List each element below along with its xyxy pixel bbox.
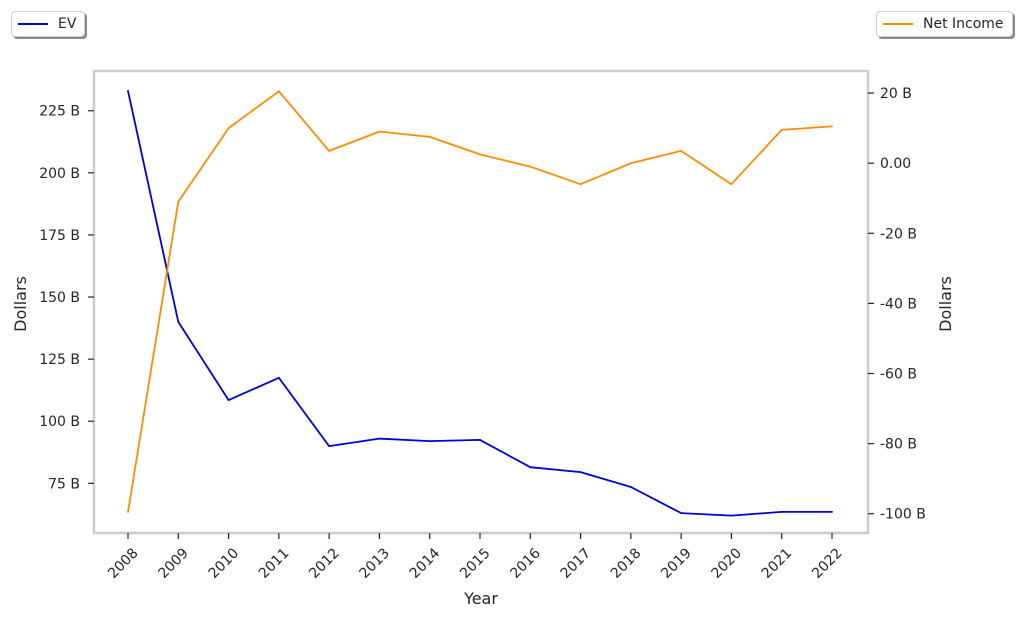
legend-net-income-label: Net Income	[923, 16, 1004, 32]
left-tick-label: 75 B	[48, 476, 80, 492]
data-point-ev	[227, 399, 230, 402]
x-tick-label: 2021	[759, 545, 796, 582]
left-tick-label: 200 B	[39, 166, 80, 182]
x-tick-label: 2014	[407, 545, 444, 582]
right-y-axis-label: Dollars	[936, 276, 955, 332]
data-point-ev	[378, 437, 381, 440]
left-tick-label: 125 B	[39, 352, 80, 368]
x-tick-label: 2022	[809, 545, 846, 582]
data-point-net-income	[579, 183, 582, 186]
left-tick-label: 150 B	[39, 290, 80, 306]
x-axis-label: Year	[463, 589, 498, 608]
data-point-net-income	[629, 162, 632, 165]
data-point-ev	[127, 89, 129, 92]
x-tick-label: 2008	[105, 545, 142, 582]
left-y-axis-label: Dollars	[11, 276, 30, 332]
data-point-ev	[780, 510, 783, 513]
right-tick-label: -60 B	[880, 367, 917, 383]
right-tick-label: 20 B	[880, 86, 912, 102]
data-point-ev	[579, 471, 582, 474]
data-point-ev	[428, 440, 431, 442]
data-point-net-income	[378, 130, 381, 133]
data-point-net-income	[680, 150, 683, 152]
data-point-net-income	[730, 183, 733, 186]
x-tick-label: 2016	[507, 545, 544, 582]
data-point-net-income	[127, 511, 129, 513]
right-tick-label: 0.00	[880, 156, 911, 172]
data-point-net-income	[177, 200, 180, 203]
data-point-ev	[680, 512, 683, 515]
data-point-ev	[177, 320, 180, 323]
x-tick-label: 2018	[608, 545, 645, 582]
legend-net-income-swatch	[883, 23, 913, 25]
data-point-net-income	[277, 90, 280, 93]
x-tick-label: 2010	[206, 545, 243, 582]
data-point-ev	[831, 510, 833, 513]
left-y-axis: 75 B 100 B 125 B 150 B 175 B 200 B 225 B	[39, 104, 94, 492]
data-point-ev	[629, 486, 632, 488]
legend-ev-swatch	[18, 23, 48, 25]
right-tick-label: -80 B	[880, 437, 917, 453]
data-point-net-income	[780, 128, 783, 131]
data-point-ev	[529, 466, 532, 469]
data-point-ev	[277, 376, 280, 379]
x-tick-label: 2020	[709, 545, 746, 582]
left-tick-label: 225 B	[39, 104, 80, 120]
x-axis: 2008 2009 2010 2011 2012 2013 2014 2015 2016 2017…	[105, 533, 846, 582]
x-tick-label: 2015	[457, 545, 494, 582]
plot-frame	[92, 69, 870, 535]
data-point-ev	[328, 445, 331, 447]
data-point-net-income	[479, 153, 481, 156]
legend-ev-label: EV	[58, 16, 77, 32]
left-tick-label: 100 B	[39, 414, 80, 430]
data-point-net-income	[328, 150, 331, 152]
data-point-net-income	[428, 135, 431, 138]
right-tick-label: -40 B	[880, 296, 917, 312]
data-point-net-income	[529, 165, 532, 168]
x-tick-label: 2009	[155, 545, 192, 582]
x-tick-label: 2011	[256, 545, 293, 582]
data-point-ev	[479, 438, 481, 441]
data-point-net-income	[227, 127, 230, 130]
left-tick-label: 175 B	[39, 228, 80, 244]
right-tick-label: -100 B	[880, 507, 926, 523]
legend-net-income: Net Income	[876, 11, 1013, 37]
x-tick-label: 2012	[306, 545, 343, 582]
legend-ev: EV	[11, 11, 86, 37]
data-point-net-income	[831, 125, 833, 128]
series-layer	[127, 89, 833, 517]
right-y-axis: -100 B -80 B -60 B -40 B -20 B 0.00 20 B	[868, 86, 926, 523]
data-point-ev	[730, 514, 733, 517]
right-tick-label: -20 B	[880, 226, 917, 242]
x-tick-label: 2017	[558, 545, 595, 582]
x-tick-label: 2013	[357, 545, 394, 582]
x-tick-label: 2019	[658, 545, 695, 582]
